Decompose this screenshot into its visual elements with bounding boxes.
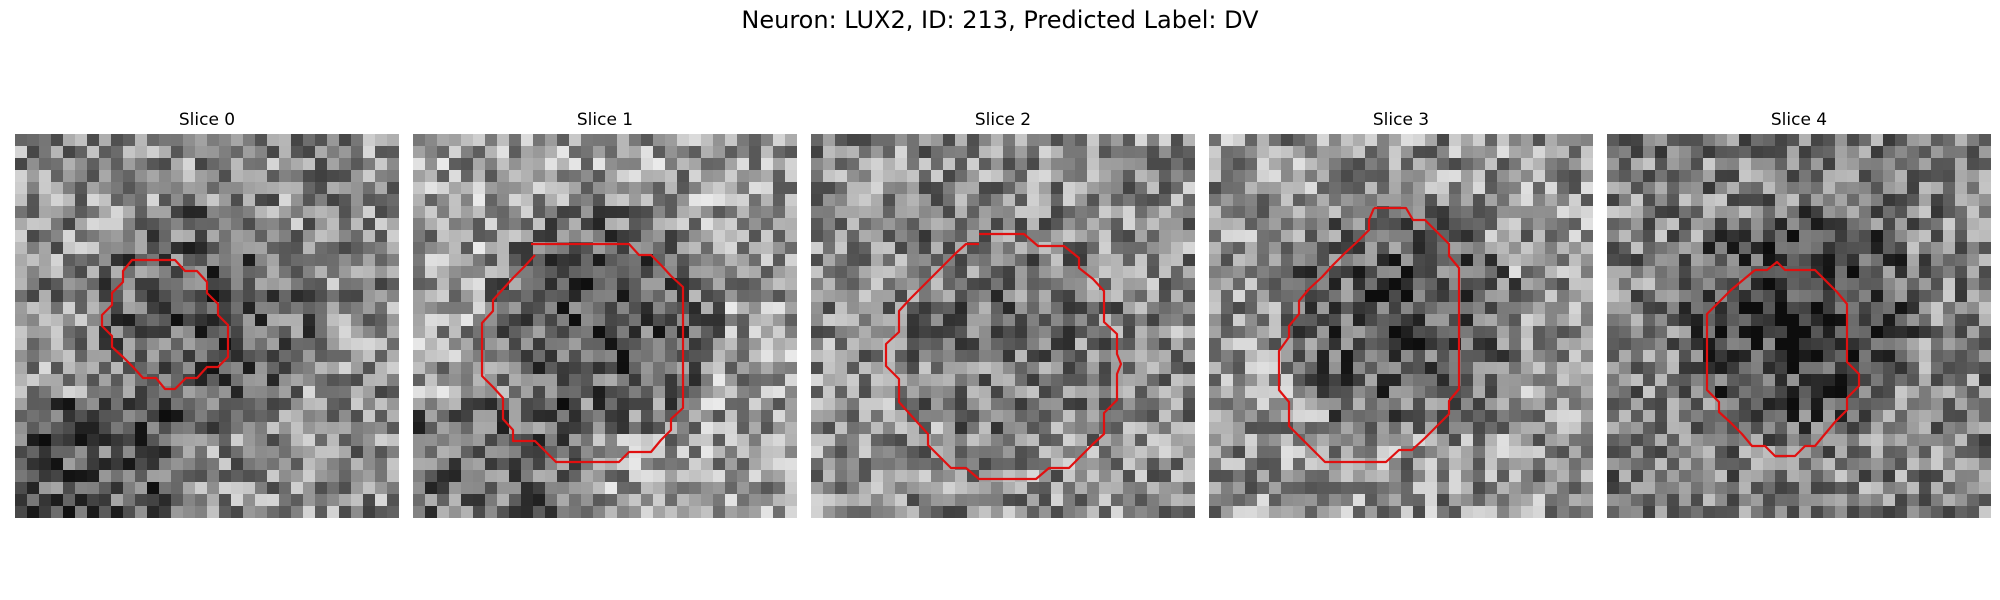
slice-image: [413, 134, 797, 518]
slice-panel-2: Slice 2: [811, 108, 1195, 518]
slice-image: [811, 134, 1195, 518]
slice-image: [1607, 134, 1991, 518]
grayscale-patch: [15, 134, 399, 518]
neuron-contour: [884, 232, 1123, 481]
slice-title: Slice 4: [1770, 110, 1828, 130]
slice-panel-3: Slice 3: [1209, 108, 1593, 518]
slice-image: [15, 134, 399, 518]
figure-title: Neuron: LUX2, ID: 213, Predicted Label: …: [741, 6, 1259, 34]
grayscale-patch: [1607, 134, 1991, 518]
neuron-contour: [100, 258, 230, 391]
slice-image: [1209, 134, 1593, 518]
grayscale-patch: [811, 134, 1195, 518]
grayscale-patch: [1209, 134, 1593, 518]
slice-panel-0: Slice 0: [15, 108, 399, 518]
slice-title: Slice 1: [576, 110, 634, 130]
grayscale-patch: [413, 134, 797, 518]
neuron-contour: [480, 242, 685, 464]
slice-title: Slice 0: [178, 110, 236, 130]
neuron-contour: [1705, 260, 1861, 458]
neuron-contour: [1277, 206, 1461, 464]
slice-title: Slice 3: [1372, 110, 1430, 130]
slice-panel-4: Slice 4: [1607, 108, 1991, 518]
slice-panel-1: Slice 1: [413, 108, 797, 518]
slice-title: Slice 2: [974, 110, 1032, 130]
